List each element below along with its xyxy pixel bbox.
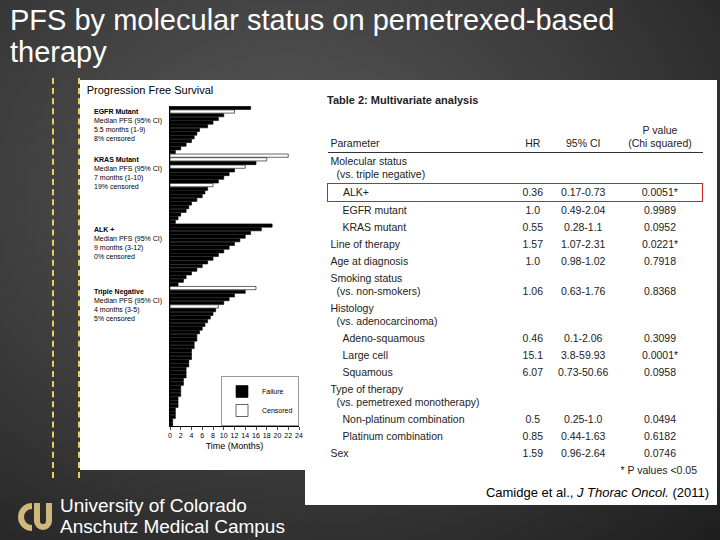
html-text:KRAS mutant: KRAS mutant xyxy=(342,221,407,233)
html-text:0.55: 0.55 xyxy=(522,221,543,233)
svg-text:8: 8 xyxy=(211,432,215,439)
html-text:0.0051*: 0.0051* xyxy=(641,186,678,198)
html-text:Anschutz Medical Campus: Anschutz Medical Campus xyxy=(60,516,285,537)
html-text:3.8-59.93: 3.8-59.93 xyxy=(561,349,606,361)
html-text:Type of therapy: Type of therapy xyxy=(330,383,403,395)
html-text:* P values <0.05: * P values <0.05 xyxy=(620,464,697,476)
svg-text:22: 22 xyxy=(284,432,292,439)
svg-text:10: 10 xyxy=(220,432,228,439)
html-text:0.73-50.66: 0.73-50.66 xyxy=(558,366,609,378)
html-text:Large cell: Large cell xyxy=(342,349,388,361)
html-text:Molecular status: Molecular status xyxy=(330,155,407,167)
html-text:95% CI: 95% CI xyxy=(566,137,601,149)
svg-text:0: 0 xyxy=(168,432,172,439)
html-text:PFS by molecular status on pem: PFS by molecular status on pemetrexed-ba… xyxy=(10,4,615,68)
svg-text:Failure: Failure xyxy=(262,388,284,395)
html-text:(Chi squared): (Chi squared) xyxy=(628,137,692,149)
html-text:HR: HR xyxy=(525,137,541,149)
svg-text:12: 12 xyxy=(231,432,239,439)
svg-text:ALK +Median PFS (95% CI)9 mont: ALK +Median PFS (95% CI)9 months (3-12)0… xyxy=(94,226,162,260)
html-text:0.36: 0.36 xyxy=(522,186,543,198)
html-text:(vs. adenocarcinoma): (vs. adenocarcinoma) xyxy=(336,315,438,327)
html-text:0.0494: 0.0494 xyxy=(643,413,677,425)
html-text:0.8368: 0.8368 xyxy=(643,285,677,297)
html-text:P value: P value xyxy=(642,124,678,136)
svg-text:24: 24 xyxy=(295,432,303,439)
html-text:0.0221*: 0.0221* xyxy=(641,238,679,250)
html-text:1.0: 1.0 xyxy=(525,255,541,267)
html-text:1.57: 1.57 xyxy=(522,238,543,250)
html-text:0.7918: 0.7918 xyxy=(643,255,677,267)
html-text:0.0958: 0.0958 xyxy=(643,366,677,378)
html-text:0.28-1.1: 0.28-1.1 xyxy=(563,221,603,233)
html-text:University of Colorado: University of Colorado xyxy=(60,495,247,516)
html-text:Age at diagnosis: Age at diagnosis xyxy=(330,255,409,267)
html-text:Smoking status: Smoking status xyxy=(330,272,403,284)
html-text:0.44-1.63: 0.44-1.63 xyxy=(561,430,606,442)
html-text:ALK+: ALK+ xyxy=(343,186,369,198)
html-text:Parameter: Parameter xyxy=(330,137,380,149)
svg-text:EGFR MutantMedian PFS (95% CI): EGFR MutantMedian PFS (95% CI)5.5 months… xyxy=(94,108,162,142)
html-text:0.6182: 0.6182 xyxy=(643,430,677,442)
html-text:0.5: 0.5 xyxy=(525,413,541,425)
html-text:0.0952: 0.0952 xyxy=(643,221,677,233)
html-text:Camidge et al., J Thorac Oncol: Camidge et al., J Thorac Oncol. (2011) xyxy=(485,485,709,500)
html-text:Line of therapy: Line of therapy xyxy=(330,238,400,250)
html-text:Histology: Histology xyxy=(330,302,374,314)
svg-text:Time (Months): Time (Months) xyxy=(206,441,264,451)
html-text:0.46: 0.46 xyxy=(522,332,543,344)
html-text:0.85: 0.85 xyxy=(522,430,543,442)
html-text:0.63-1.76: 0.63-1.76 xyxy=(561,285,606,297)
html-text:0.98-1.02: 0.98-1.02 xyxy=(561,255,606,267)
svg-text:20: 20 xyxy=(274,432,282,439)
svg-text:16: 16 xyxy=(252,432,260,439)
svg-text:6: 6 xyxy=(200,432,204,439)
svg-text:Triple NegativeMedian PFS (95%: Triple NegativeMedian PFS (95% CI)4 mont… xyxy=(94,288,162,322)
html-text:0.0001*: 0.0001* xyxy=(641,349,679,361)
html-text:Adeno-squamous: Adeno-squamous xyxy=(342,332,425,344)
html-text:0.49-2.04: 0.49-2.04 xyxy=(561,204,606,216)
svg-text:Censored: Censored xyxy=(262,407,292,414)
html-text:15.1: 15.1 xyxy=(522,349,543,361)
html-text:Sex: Sex xyxy=(330,447,349,459)
html-text:(vs. pemetrexed monotherapy): (vs. pemetrexed monotherapy) xyxy=(336,396,480,408)
html-text:0.9989: 0.9989 xyxy=(643,204,677,216)
html-text:0.1-2.06: 0.1-2.06 xyxy=(563,332,603,344)
svg-text:Progression Free Survival: Progression Free Survival xyxy=(87,84,214,96)
html-text:1.0: 1.0 xyxy=(525,204,541,216)
html-text:Squamous: Squamous xyxy=(342,366,393,378)
html-text:Table 2: Multivariate analysis: Table 2: Multivariate analysis xyxy=(327,94,479,106)
html-text:0.0746: 0.0746 xyxy=(643,447,677,459)
svg-text:KRAS MutantMedian PFS (95% CI): KRAS MutantMedian PFS (95% CI)7 months (… xyxy=(94,156,162,190)
html-text:0.96-2.64: 0.96-2.64 xyxy=(561,447,606,459)
html-text:0.3099: 0.3099 xyxy=(643,332,677,344)
html-text:(vs. triple negative): (vs. triple negative) xyxy=(336,168,426,180)
html-text:EGFR mutant: EGFR mutant xyxy=(342,204,407,216)
html-text:0.17-0.73: 0.17-0.73 xyxy=(561,186,606,198)
html-text:1.59: 1.59 xyxy=(522,447,543,459)
svg-text:14: 14 xyxy=(241,432,249,439)
html-text:(vs. non-smokers): (vs. non-smokers) xyxy=(336,285,421,297)
html-text:0.25-1.0: 0.25-1.0 xyxy=(563,413,603,425)
html-text:Platinum combination: Platinum combination xyxy=(342,430,443,442)
html-text:6.07: 6.07 xyxy=(522,366,543,378)
svg-text:4: 4 xyxy=(190,432,194,439)
html-text:1.06: 1.06 xyxy=(522,285,543,297)
svg-text:2: 2 xyxy=(179,432,183,439)
html-text:1.07-2.31: 1.07-2.31 xyxy=(561,238,606,250)
html-text:Non-platinum combination: Non-platinum combination xyxy=(342,413,465,425)
svg-text:18: 18 xyxy=(263,432,271,439)
